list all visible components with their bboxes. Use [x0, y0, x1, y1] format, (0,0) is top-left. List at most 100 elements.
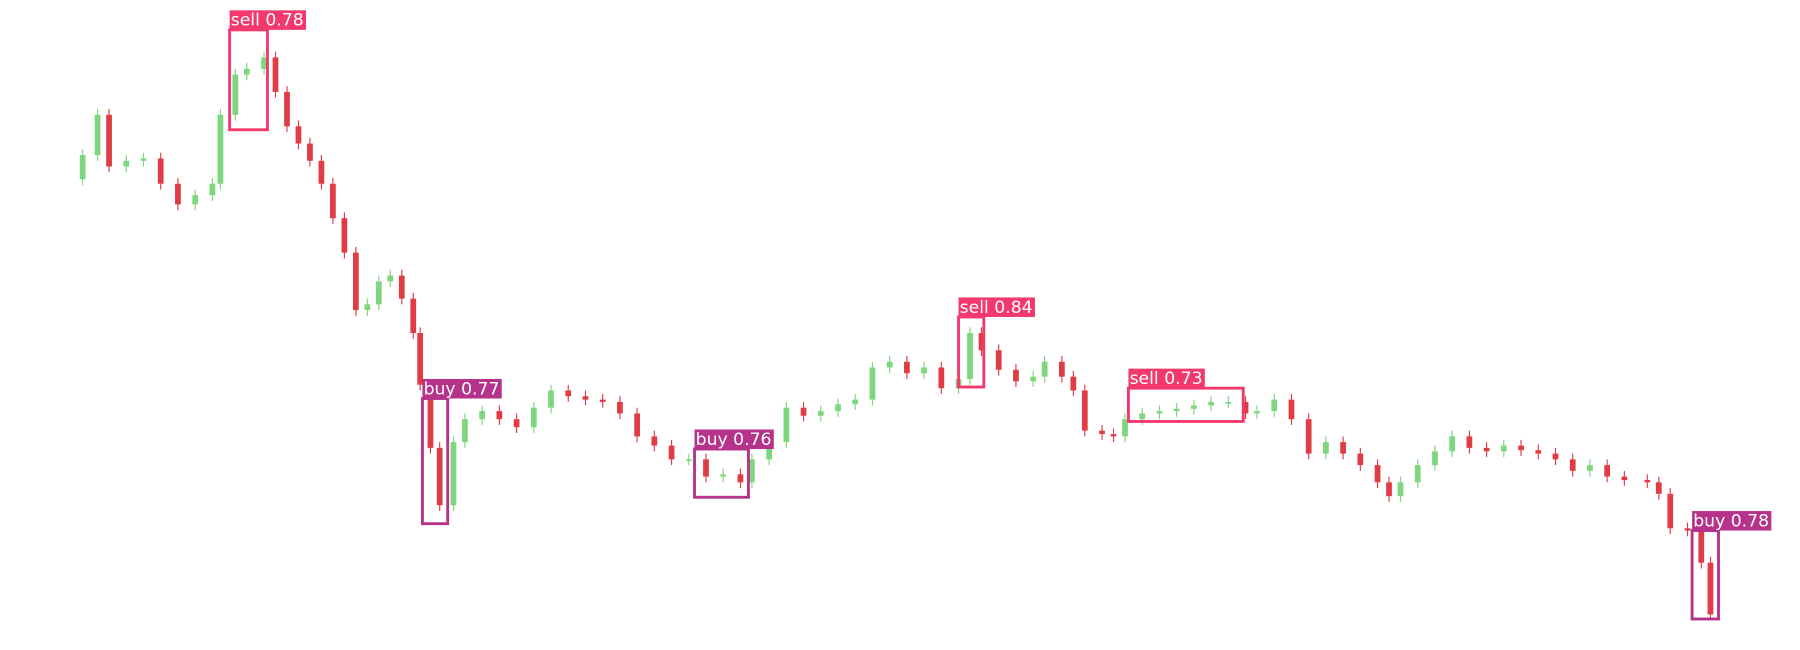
candle-body: [140, 158, 147, 161]
detection-box: [1127, 386, 1245, 423]
candle-body: [341, 218, 348, 253]
candle-body: [530, 407, 537, 428]
candle-body: [1466, 436, 1473, 448]
candle-body: [1058, 361, 1065, 377]
candle-body: [1305, 419, 1312, 454]
candle-body: [318, 160, 325, 184]
candle-body: [352, 252, 359, 311]
candle-body: [217, 114, 224, 184]
detection-label-bg: [958, 297, 1035, 317]
candle-body: [800, 407, 807, 416]
candle-body: [1552, 453, 1559, 460]
candle-body: [1139, 413, 1146, 420]
candle-body: [450, 442, 457, 506]
candle-body: [479, 411, 486, 420]
candle-body: [398, 275, 405, 299]
candle-body: [749, 459, 755, 483]
candle-body: [1041, 361, 1048, 377]
candle-body: [1191, 405, 1197, 409]
candle-body: [599, 399, 606, 402]
candle-body: [967, 333, 973, 379]
candle-body: [123, 160, 130, 167]
detection-label-bg: [1128, 368, 1205, 389]
candle-body: [243, 68, 250, 75]
candle-body: [462, 419, 468, 443]
candle-body: [1357, 453, 1364, 466]
candle-body: [1030, 376, 1037, 382]
candle-body: [496, 411, 503, 420]
candle-body: [921, 367, 927, 374]
candle-body: [1518, 445, 1524, 451]
candle-body: [634, 413, 640, 437]
candle-body: [886, 361, 893, 368]
candle-body: [1013, 369, 1019, 382]
candle-body: [1208, 401, 1214, 406]
candle-body: [513, 419, 520, 428]
candle-body: [1340, 442, 1346, 454]
candle-body: [1156, 411, 1163, 414]
candle-body: [1667, 493, 1674, 529]
candle-body: [1698, 530, 1705, 563]
candle-body: [978, 333, 985, 351]
detection-label: sell 0.78: [231, 11, 304, 31]
candle-body: [766, 442, 773, 460]
candle-body: [375, 281, 382, 305]
candle-body: [307, 143, 313, 161]
candle-body: [817, 411, 824, 416]
candle-body: [1644, 480, 1651, 483]
candle-body: [1449, 436, 1456, 452]
candle-body: [737, 474, 744, 483]
candle-body: [330, 183, 336, 219]
candle-body: [1070, 376, 1077, 391]
detection-label: sell 0.84: [960, 298, 1033, 318]
candle-body: [720, 474, 727, 477]
candle-body: [1587, 465, 1593, 471]
candle-body: [565, 390, 572, 397]
candle-body: [157, 158, 164, 184]
candle-body: [617, 401, 623, 414]
candle-body: [192, 195, 199, 205]
candle-body: [1225, 401, 1232, 404]
detection-label: buy 0.78: [1693, 511, 1769, 531]
candle-body: [94, 114, 101, 156]
candle-body: [209, 183, 216, 196]
detection-box: [1690, 529, 1720, 621]
candle-body: [668, 445, 675, 460]
candle-body: [410, 298, 417, 334]
candle-body: [1386, 482, 1392, 497]
detection-label-bg: [422, 378, 502, 399]
candle-body: [106, 114, 112, 167]
candle-body: [1707, 562, 1714, 615]
candle-body: [1081, 390, 1088, 431]
candle-body: [904, 361, 910, 374]
candle-body: [175, 183, 181, 205]
candle-body: [1500, 445, 1507, 452]
candle-body: [685, 459, 692, 462]
candle-body: [1122, 419, 1128, 437]
candle-body: [417, 333, 424, 385]
candle-body: [1173, 408, 1180, 412]
candle-body: [995, 350, 1002, 370]
candle-body: [387, 275, 394, 282]
candle-body: [1621, 476, 1628, 481]
candle-body: [272, 57, 279, 92]
candle-body: [1569, 459, 1576, 471]
candle-body: [938, 367, 945, 389]
detection-box: [421, 397, 450, 526]
candle-body: [1099, 430, 1105, 435]
candle-body: [1655, 482, 1662, 494]
candle-body: [295, 126, 302, 144]
candle-body: [852, 399, 859, 405]
candle-body: [232, 74, 239, 115]
candle-body: [651, 436, 658, 446]
candle-body: [869, 367, 876, 400]
candle-body: [703, 459, 709, 477]
candle-body: [1397, 482, 1404, 497]
detection-label-bg: [694, 429, 774, 450]
detection-label-bg: [1692, 511, 1772, 531]
candle-body: [783, 407, 790, 443]
candle-body: [1288, 399, 1295, 420]
candle-body: [1535, 450, 1542, 454]
